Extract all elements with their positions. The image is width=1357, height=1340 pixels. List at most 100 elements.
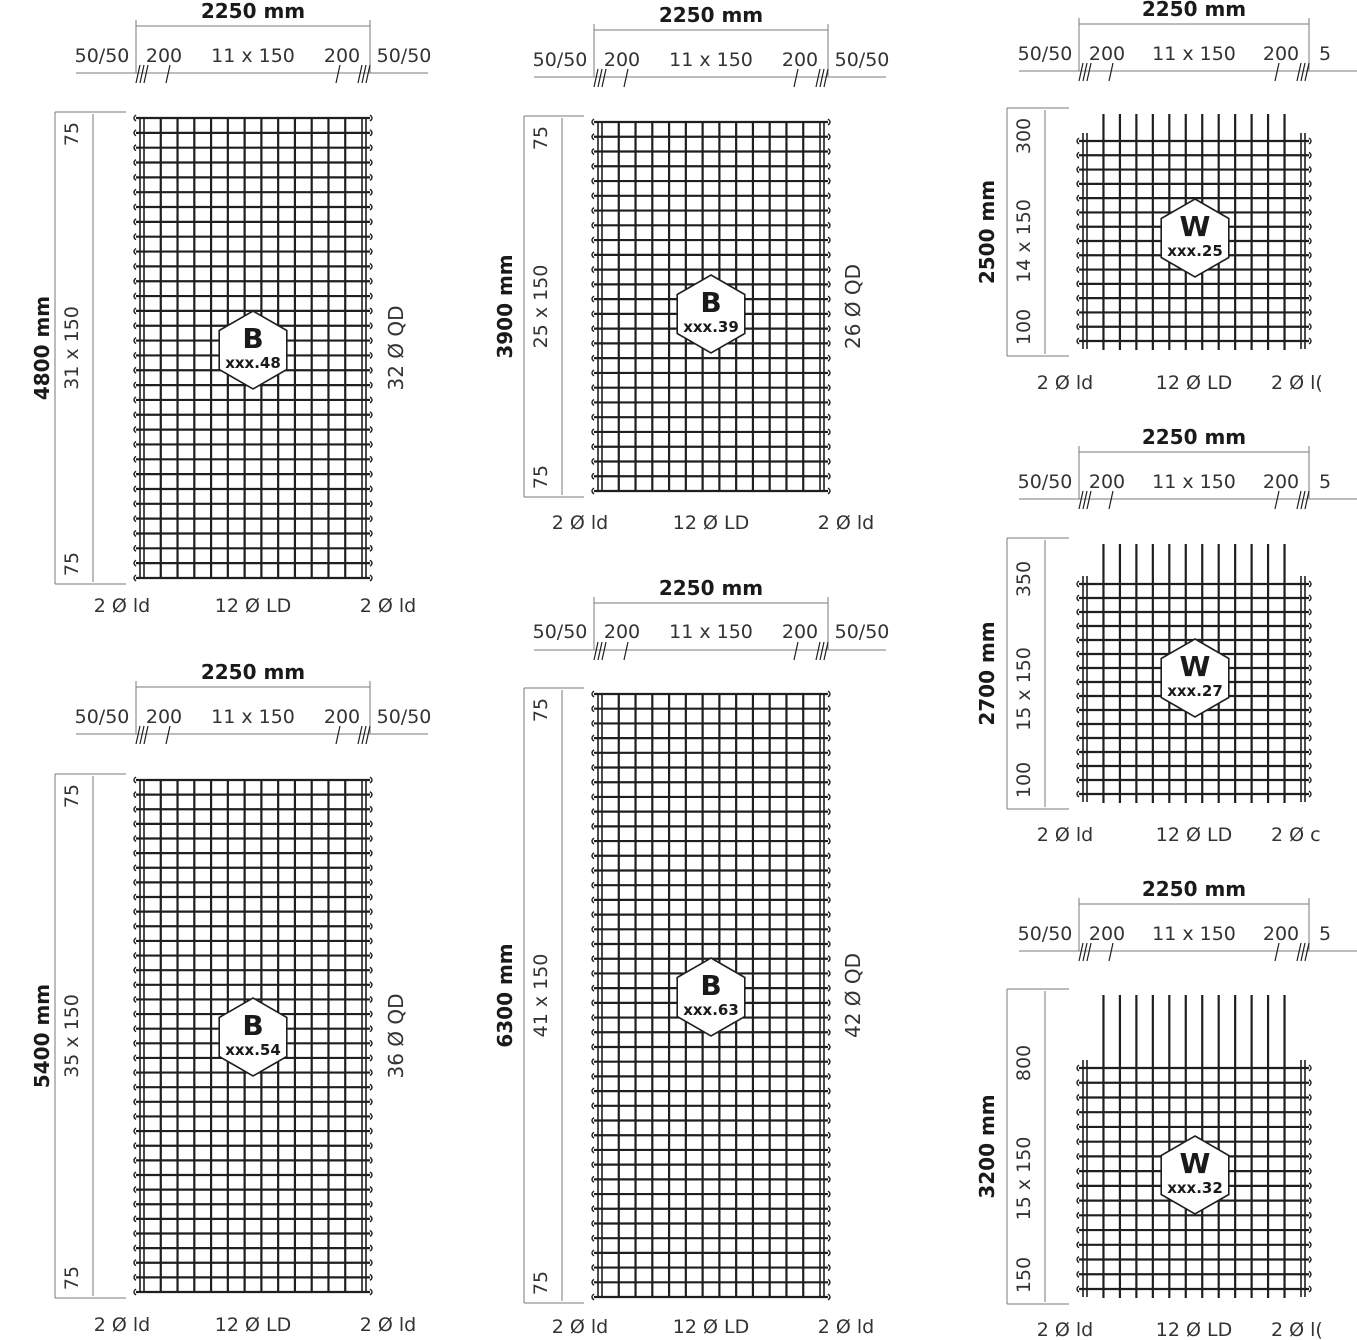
bar-hook — [1308, 650, 1312, 658]
bar-hook — [827, 221, 831, 229]
bar-hook — [369, 1229, 373, 1238]
bar-hook — [827, 133, 831, 141]
bar-hook — [1308, 237, 1312, 245]
bar-hook — [133, 1010, 137, 1018]
bar-hook — [1076, 1270, 1080, 1278]
bar-hook — [133, 922, 137, 930]
bar-hook — [369, 878, 373, 886]
top-tick — [823, 641, 829, 661]
mesh-panel-w32: 2250 mm 50/50 200 11 x 150 200 5 800 15 x 150 15… — [975, 877, 1357, 1340]
bar-hook — [827, 778, 831, 786]
top-label: 11 x 150 — [211, 45, 295, 67]
bar-hook — [369, 820, 373, 828]
top-label: 50/50 — [533, 49, 588, 71]
bar-hook — [1308, 137, 1312, 145]
badge-letter: W — [1180, 650, 1211, 683]
bar-hook — [1308, 790, 1312, 798]
spacing-label-top: 350 — [1013, 561, 1035, 597]
bar-hook — [827, 384, 831, 392]
top-label: 11 x 150 — [1152, 471, 1236, 493]
top-tick — [823, 68, 829, 88]
type-badge — [1160, 1135, 1230, 1215]
badge-letter: B — [700, 969, 721, 1002]
bar-hook — [133, 559, 137, 567]
bar-hook — [369, 1244, 373, 1252]
bar-hook — [827, 1175, 831, 1183]
bottom-label: 2 Ø ld — [818, 1316, 874, 1338]
bar-hook — [1076, 748, 1080, 756]
top-tick — [815, 641, 821, 661]
bar-hook — [1076, 1197, 1080, 1205]
top-label: 50/50 — [1018, 43, 1073, 65]
spacing-label-top: 300 — [1013, 118, 1035, 154]
bar-hook — [133, 277, 137, 285]
bar-hook — [133, 908, 137, 916]
bar-hook — [133, 470, 137, 478]
bar-hook — [1076, 137, 1080, 145]
bar-hook — [1308, 1241, 1312, 1249]
badge-code: xxx.54 — [225, 1041, 281, 1059]
bar-hook — [591, 1146, 595, 1154]
type-badge — [218, 310, 288, 390]
bar-hook — [133, 820, 137, 828]
bar-hook — [827, 749, 831, 757]
spacing-label-middle: 31 x 150 — [61, 306, 83, 390]
bar-hook — [369, 1039, 373, 1047]
bar-hook — [133, 1229, 137, 1238]
bar-hook — [591, 837, 595, 845]
bar-hook — [591, 1205, 595, 1213]
bar-hook — [369, 277, 373, 285]
bar-hook — [133, 1186, 137, 1194]
bar-hook — [133, 1156, 137, 1164]
bar-hook — [827, 457, 831, 466]
bar-hook — [827, 339, 831, 347]
top-label: 11 x 150 — [211, 706, 295, 728]
bar-hook — [827, 984, 831, 992]
badge-code: xxx.32 — [1167, 1179, 1223, 1197]
bar-hook — [1308, 748, 1312, 756]
bar-hook — [1308, 580, 1312, 588]
top-label: 200 — [782, 621, 818, 643]
bar-hook — [1076, 790, 1080, 798]
bar-hook — [827, 896, 831, 904]
bar-hook — [827, 690, 831, 698]
bar-hook — [827, 1072, 831, 1080]
bar-hook — [591, 384, 595, 392]
bar-hook — [369, 1054, 373, 1062]
bar-hook — [369, 1083, 373, 1091]
bar-hook — [369, 247, 373, 256]
bar-hook — [133, 995, 137, 1003]
top-label: 200 — [1263, 923, 1299, 945]
bottom-label: 12 Ø LD — [1156, 1319, 1232, 1340]
bar-hook — [133, 1098, 137, 1106]
bar-hook — [1076, 1211, 1080, 1219]
bar-hook — [133, 485, 137, 493]
bar-hook — [591, 266, 595, 274]
bar-hook — [827, 1264, 831, 1272]
bar-hook — [369, 114, 373, 122]
bar-hook — [133, 455, 137, 463]
bar-hook — [1076, 1064, 1080, 1072]
bar-hook — [1076, 1182, 1080, 1190]
bar-hook — [133, 966, 137, 974]
top-tick — [1304, 62, 1310, 82]
top-tick — [1078, 490, 1084, 510]
bar-hook — [369, 203, 373, 211]
top-tick — [597, 68, 603, 88]
bar-hook — [369, 1069, 373, 1077]
bar-hook — [827, 955, 831, 963]
bar-hook — [1308, 1182, 1312, 1190]
bar-hook — [591, 369, 595, 377]
top-label: 11 x 150 — [1152, 43, 1236, 65]
spacing-label-bottom: 150 — [1013, 1257, 1035, 1293]
mesh-panel-w27: 2250 mm 50/50 200 11 x 150 200 5 350 15 x 150 10… — [975, 425, 1357, 846]
bar-hook — [1076, 1138, 1080, 1146]
bar-hook — [1308, 636, 1312, 644]
top-tick — [623, 68, 629, 88]
bar-hook — [369, 455, 373, 463]
top-tick — [623, 641, 629, 661]
bar-hook — [1076, 762, 1080, 770]
bar-hook — [369, 1112, 373, 1121]
bar-hook — [827, 1131, 831, 1139]
bar-hook — [133, 1127, 137, 1135]
